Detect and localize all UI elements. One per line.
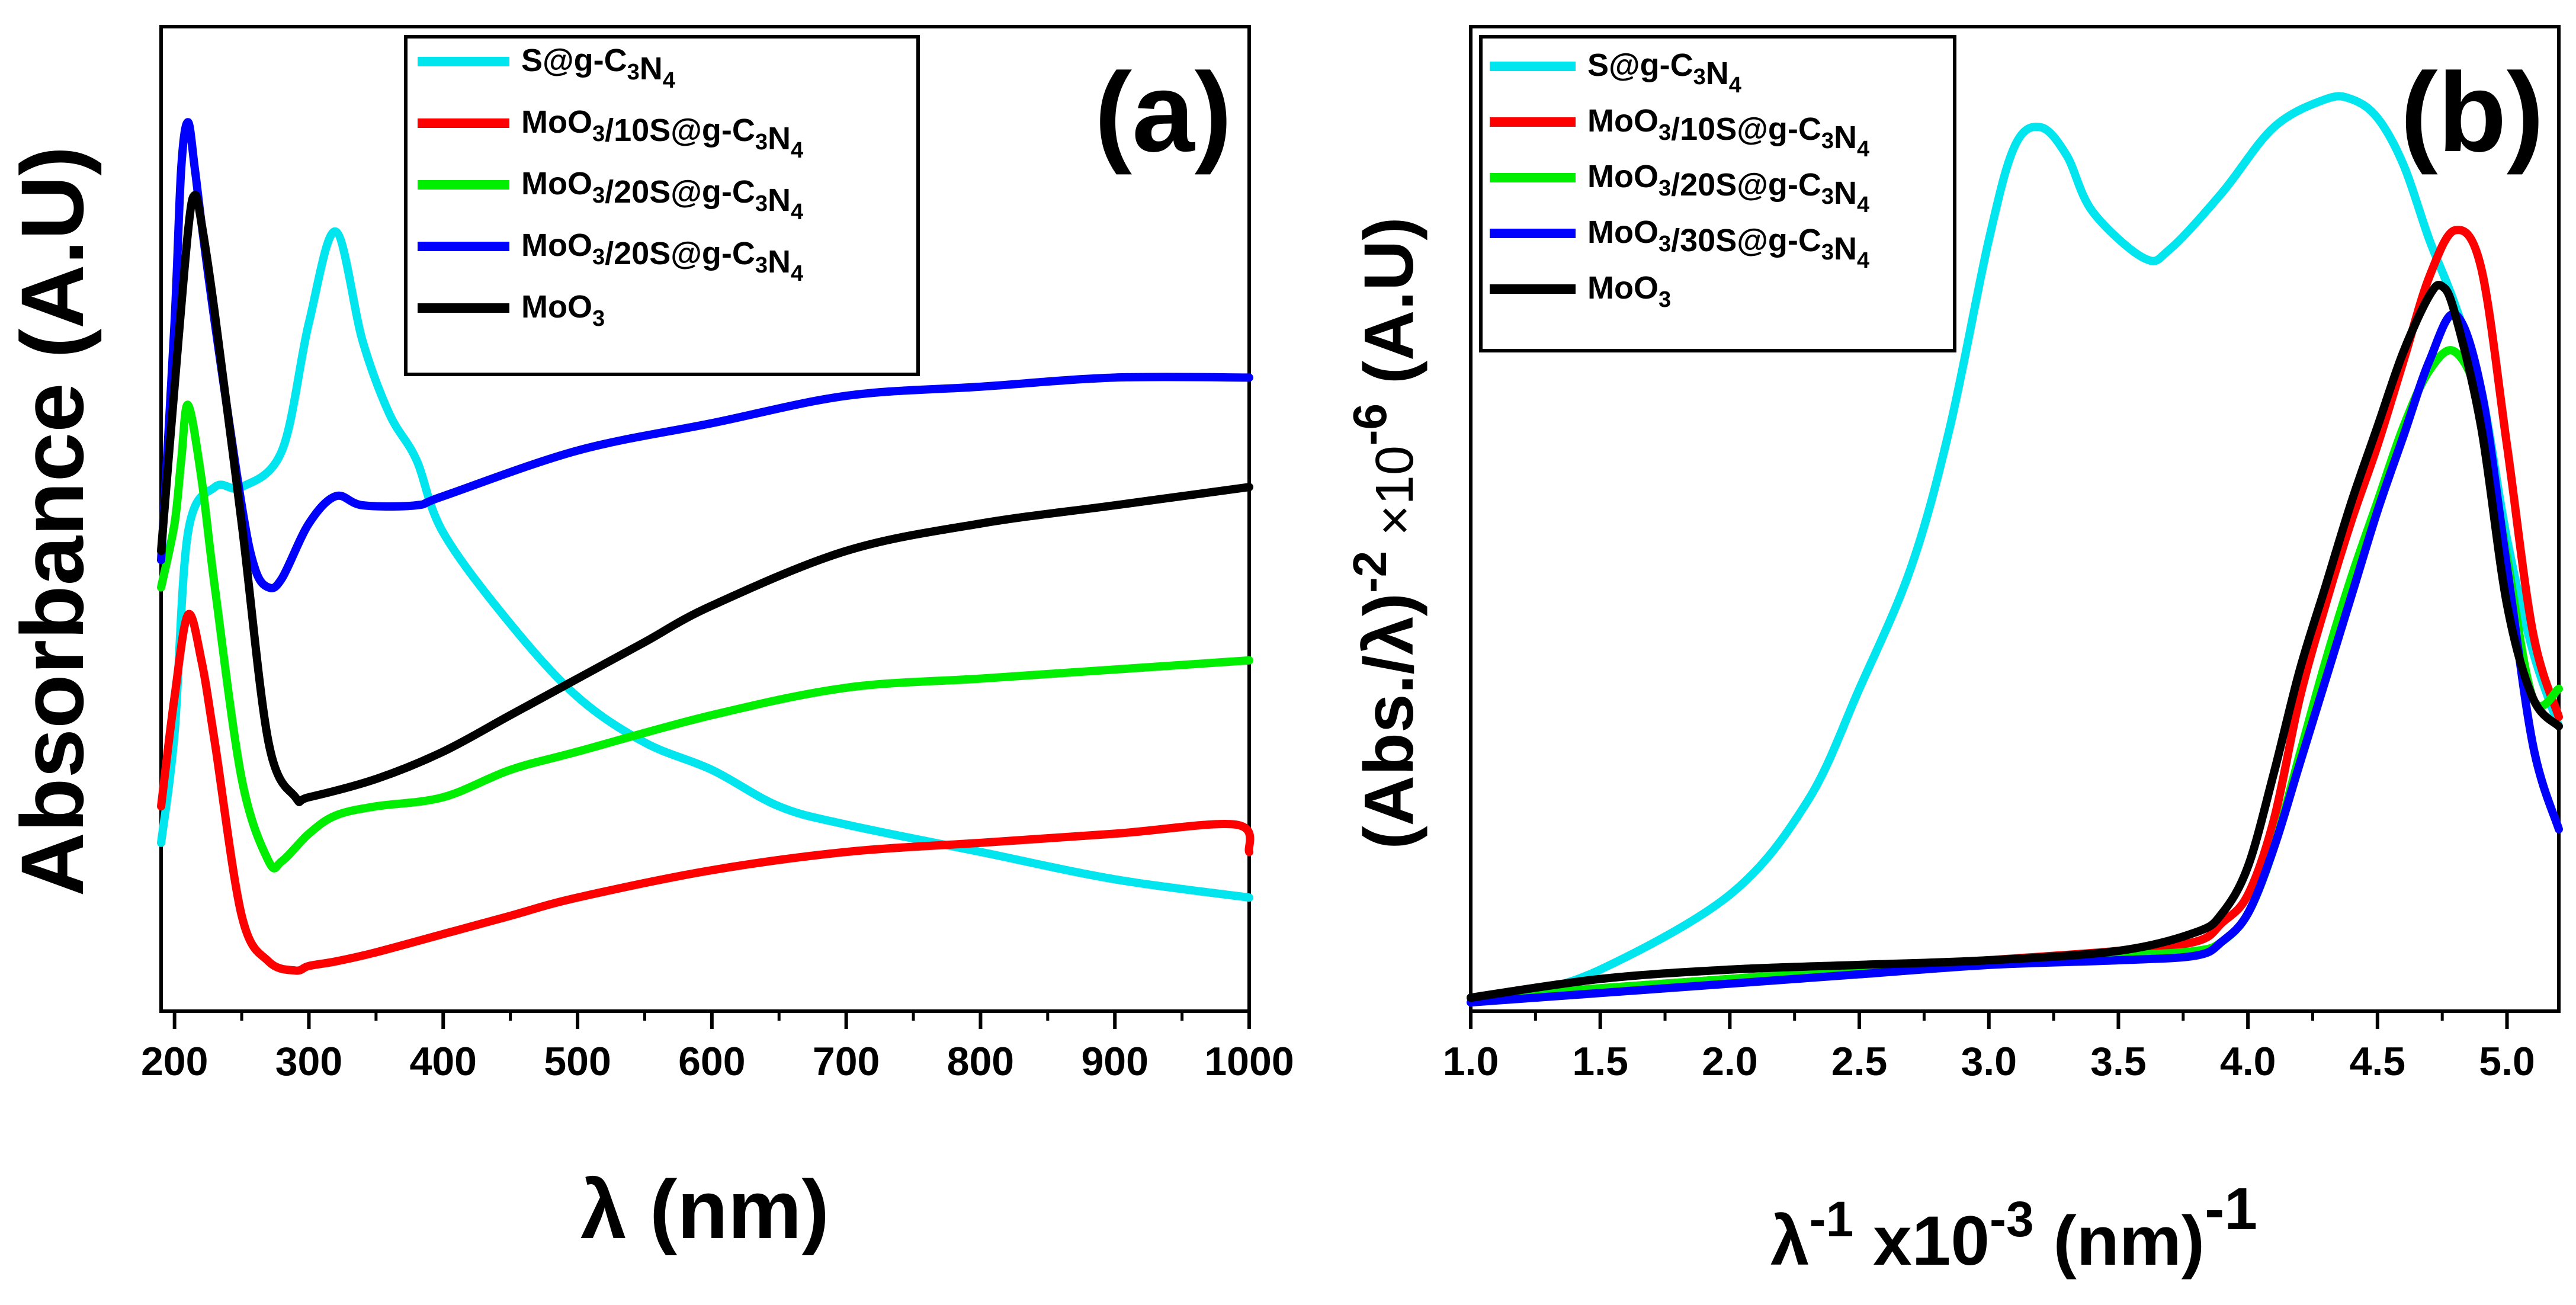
legend-label-a-0: S@g-C3N4 <box>521 43 675 93</box>
series-line-a-4 <box>157 191 1253 806</box>
legend-b: S@g-C3N4MoO3/10S@g-C3N4MoO3/20S@g-C3N4Mo… <box>1479 35 1956 352</box>
x-tick-label-a-2: 400 <box>410 1039 477 1084</box>
series-line-a-0 <box>157 227 1253 902</box>
y-axis-title-a: Absorbance (A.U) <box>2 146 102 897</box>
x-tick-label-a-7: 900 <box>1081 1039 1148 1084</box>
series-line-a-1 <box>157 610 1255 975</box>
legend-a: S@g-C3N4MoO3/10S@g-C3N4MoO3/20S@g-C3N4Mo… <box>404 35 920 376</box>
x-axis-title-b: λ-1 x10-3 (nm)-1 <box>1770 1176 2257 1280</box>
x-ticks-a: 200 300 400 500 600 700 800 900 1000 <box>141 1011 1294 1084</box>
legend-label-b-1: MoO3/10S@g-C3N4 <box>1587 103 1869 162</box>
x-tick-label-a-3: 500 <box>544 1039 611 1084</box>
legend-box-a <box>404 35 920 376</box>
x-tick-label-a-6: 800 <box>947 1039 1014 1084</box>
series-line-b-3 <box>1467 310 2563 1007</box>
legend-label-b-0: S@g-C3N4 <box>1587 47 1741 98</box>
curves-a <box>157 118 1255 975</box>
legend-label-a-3: MoO3/20S@g-C3N4 <box>521 227 803 286</box>
legend-label-b-4: MoO3 <box>1587 270 1671 312</box>
x-tick-label-a-1: 300 <box>275 1039 342 1084</box>
series-line-a-2 <box>157 400 1253 873</box>
x-tick-label-a-0: 200 <box>141 1039 208 1084</box>
x-tick-label-b-4: 3.0 <box>1961 1039 2017 1084</box>
plot-frame-b <box>1469 25 2561 1013</box>
panel-label-a: (a) <box>1095 50 1232 175</box>
legend-label-b-3: MoO3/30S@g-C3N4 <box>1587 214 1869 273</box>
legend-label-b-2: MoO3/20S@g-C3N4 <box>1587 159 1869 217</box>
series-line-b-4 <box>1467 281 2563 1002</box>
x-tick-label-b-3: 2.5 <box>1831 1039 1888 1084</box>
x-tick-label-b-8: 5.0 <box>2479 1039 2535 1084</box>
x-tick-label-b-0: 1.0 <box>1443 1039 1499 1084</box>
x-ticks-b: 1.0 1.5 2.0 2.5 3.0 3.5 4.0 4.5 5.0 <box>1443 1011 2535 1084</box>
x-tick-label-b-6: 4.0 <box>2220 1039 2276 1084</box>
x-tick-label-a-8: 1000 <box>1204 1039 1294 1084</box>
panel-b: 1.0 1.5 2.0 2.5 3.0 3.5 4.0 4.5 5.0 (Abs./λ)-2 ×… <box>1343 25 2563 1280</box>
legend-label-a-2: MoO3/20S@g-C3N4 <box>521 166 803 225</box>
x-tick-label-b-5: 3.5 <box>2090 1039 2147 1084</box>
x-tick-label-b-1: 1.5 <box>1572 1039 1628 1084</box>
curves-b <box>1467 92 2563 1007</box>
series-line-a-3 <box>157 118 1253 592</box>
x-axis-title-a: λ (nm) <box>580 1163 829 1256</box>
legend-label-a-4: MoO3 <box>521 289 605 331</box>
legend-box-b <box>1479 35 1956 352</box>
x-tick-label-b-7: 4.5 <box>2350 1039 2406 1084</box>
legend-label-a-1: MoO3/10S@g-C3N4 <box>521 104 803 163</box>
x-tick-label-b-2: 2.0 <box>1702 1039 1758 1084</box>
panel-label-b: (b) <box>2400 50 2544 175</box>
x-tick-label-a-4: 600 <box>678 1039 745 1084</box>
y-axis-title-b: (Abs./λ)-2 ×10-6 (A.U) <box>1343 217 1428 849</box>
x-tick-label-a-5: 700 <box>813 1039 880 1084</box>
panel-a: 200 300 400 500 600 700 800 900 1000 Absorbance … <box>2 25 1294 1256</box>
